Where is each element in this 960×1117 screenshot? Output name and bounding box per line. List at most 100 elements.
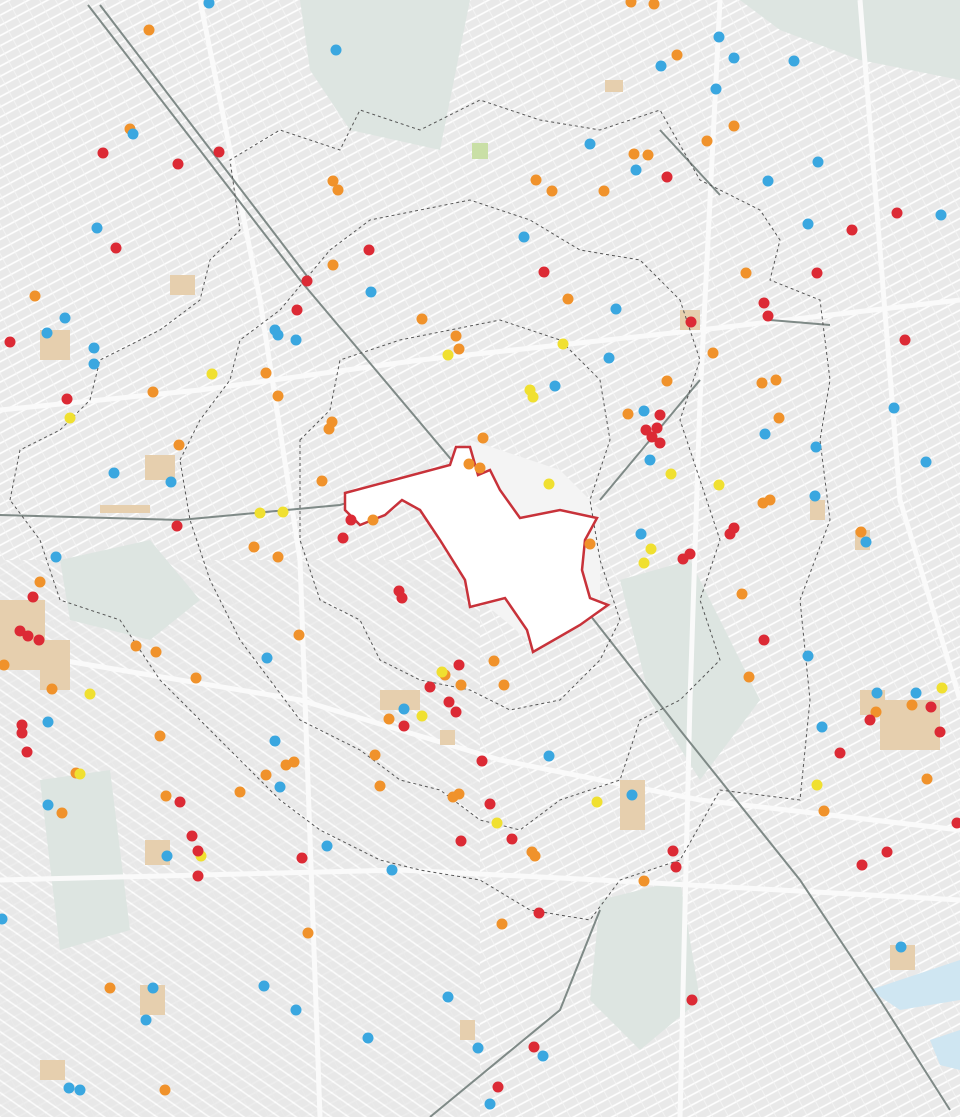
point bbox=[762, 310, 774, 322]
point bbox=[56, 807, 68, 819]
water bbox=[930, 1030, 960, 1070]
point bbox=[396, 592, 408, 604]
point bbox=[272, 390, 284, 402]
point bbox=[260, 769, 272, 781]
point bbox=[895, 941, 907, 953]
point bbox=[802, 218, 814, 230]
point bbox=[171, 520, 183, 532]
point bbox=[173, 439, 185, 451]
point bbox=[713, 31, 725, 43]
point bbox=[84, 688, 96, 700]
point bbox=[363, 244, 375, 256]
point bbox=[626, 789, 638, 801]
point bbox=[788, 55, 800, 67]
point bbox=[345, 514, 357, 526]
point bbox=[934, 726, 946, 738]
point bbox=[812, 156, 824, 168]
point bbox=[327, 259, 339, 271]
point bbox=[584, 538, 596, 550]
point bbox=[756, 377, 768, 389]
point bbox=[661, 171, 673, 183]
point bbox=[635, 528, 647, 540]
point bbox=[770, 374, 782, 386]
point bbox=[34, 576, 46, 588]
point bbox=[610, 303, 622, 315]
point bbox=[855, 526, 867, 538]
point bbox=[258, 980, 270, 992]
point bbox=[326, 416, 338, 428]
point bbox=[638, 405, 650, 417]
point bbox=[110, 242, 122, 254]
point bbox=[638, 875, 650, 887]
point bbox=[4, 336, 16, 348]
point bbox=[29, 290, 41, 302]
point bbox=[488, 655, 500, 667]
point bbox=[442, 991, 454, 1003]
point bbox=[293, 629, 305, 641]
point bbox=[22, 630, 34, 642]
point bbox=[436, 666, 448, 678]
point bbox=[186, 830, 198, 842]
point bbox=[598, 185, 610, 197]
point bbox=[630, 164, 642, 176]
point bbox=[935, 209, 947, 221]
point bbox=[150, 646, 162, 658]
point bbox=[290, 334, 302, 346]
point bbox=[16, 727, 28, 739]
point bbox=[527, 391, 539, 403]
point bbox=[398, 703, 410, 715]
point bbox=[327, 175, 339, 187]
point bbox=[685, 316, 697, 328]
point bbox=[160, 790, 172, 802]
point bbox=[740, 267, 752, 279]
point bbox=[864, 714, 876, 726]
point bbox=[337, 532, 349, 544]
point bbox=[856, 859, 868, 871]
point bbox=[272, 329, 284, 341]
point bbox=[498, 679, 510, 691]
point bbox=[743, 671, 755, 683]
point bbox=[728, 52, 740, 64]
point bbox=[321, 840, 333, 852]
point bbox=[474, 462, 486, 474]
point bbox=[670, 861, 682, 873]
point bbox=[491, 817, 503, 829]
point bbox=[274, 781, 286, 793]
point bbox=[174, 796, 186, 808]
point bbox=[484, 1098, 496, 1110]
point bbox=[472, 1042, 484, 1054]
point bbox=[920, 456, 932, 468]
point bbox=[301, 275, 313, 287]
point bbox=[254, 507, 266, 519]
point bbox=[846, 224, 858, 236]
point bbox=[147, 386, 159, 398]
point bbox=[762, 175, 774, 187]
point bbox=[925, 701, 937, 713]
catchment-boundary bbox=[9, 99, 831, 921]
point bbox=[374, 780, 386, 792]
point bbox=[74, 768, 86, 780]
station-outline bbox=[343, 445, 611, 654]
point bbox=[14, 625, 26, 637]
point bbox=[665, 468, 677, 480]
point bbox=[192, 845, 204, 857]
point bbox=[713, 479, 725, 491]
point bbox=[684, 548, 696, 560]
point bbox=[108, 467, 120, 479]
point bbox=[802, 650, 814, 662]
point bbox=[316, 475, 328, 487]
point bbox=[899, 334, 911, 346]
point bbox=[816, 721, 828, 733]
point bbox=[622, 408, 634, 420]
point bbox=[661, 375, 673, 387]
point bbox=[654, 437, 666, 449]
point bbox=[330, 44, 342, 56]
point bbox=[728, 120, 740, 132]
point bbox=[834, 747, 846, 759]
point bbox=[557, 338, 569, 350]
point bbox=[172, 158, 184, 170]
point bbox=[707, 347, 719, 359]
point bbox=[728, 522, 740, 534]
